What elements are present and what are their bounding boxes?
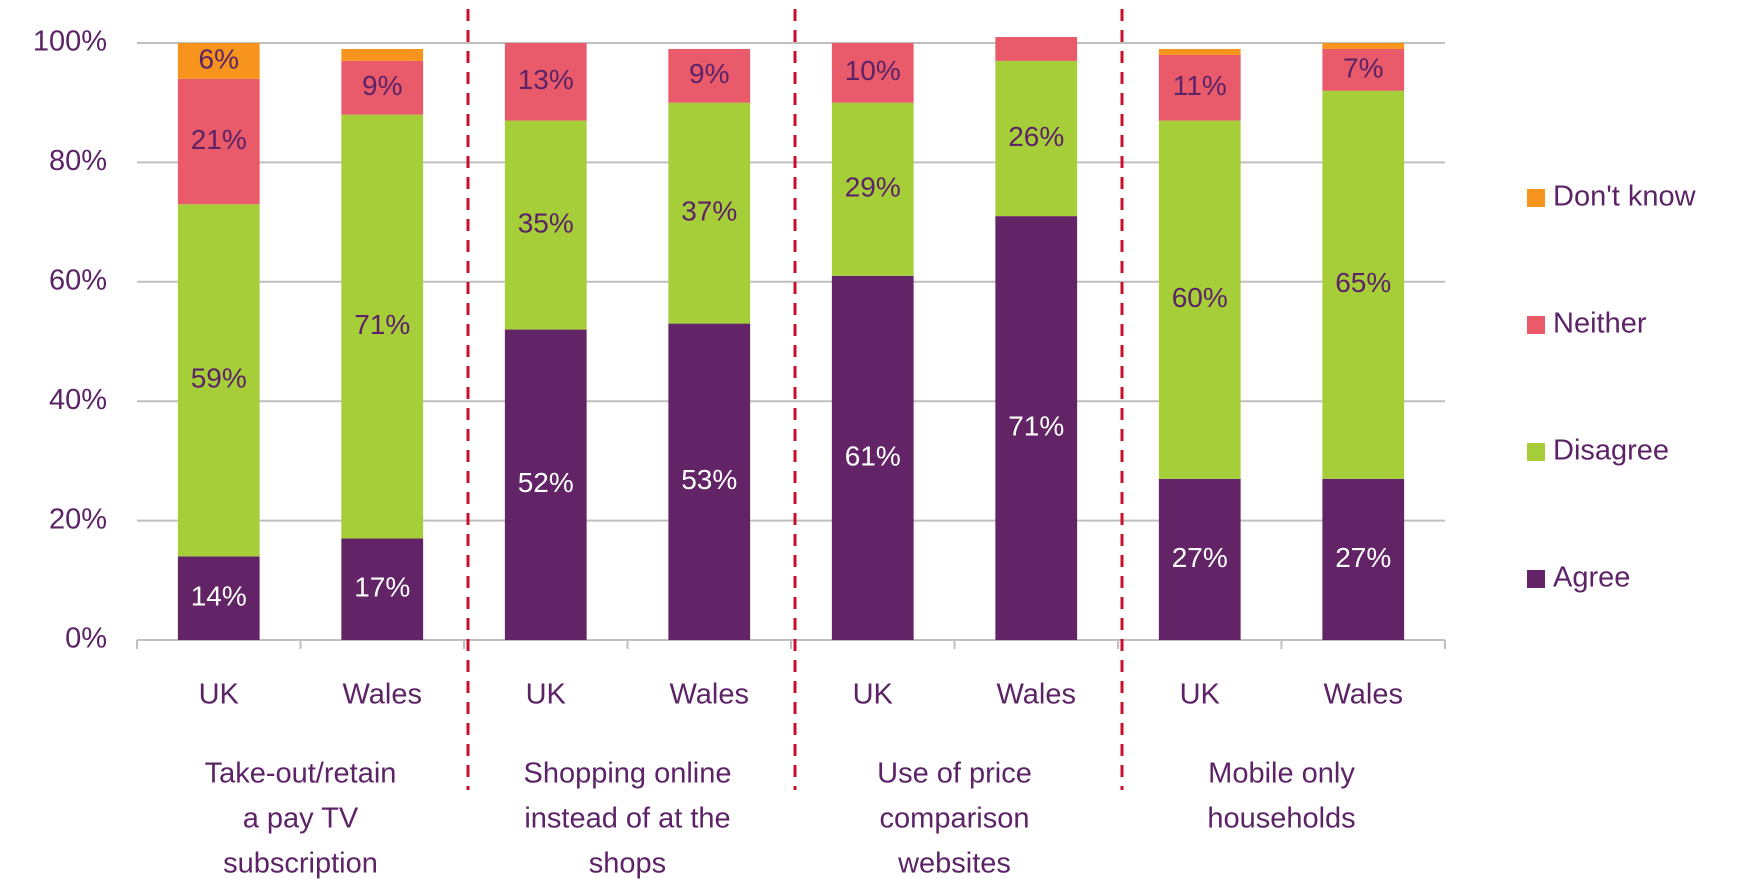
data-label: 27%	[1172, 542, 1228, 573]
x-tick-label: Wales	[343, 679, 423, 711]
legend-label: Neither	[1553, 308, 1647, 340]
group-label: Take-out/retain	[205, 758, 397, 790]
legend-label: Disagree	[1553, 435, 1669, 467]
data-label: 6%	[199, 43, 239, 74]
data-label: 53%	[681, 464, 737, 495]
group-label: comparison	[880, 803, 1030, 835]
x-tick-label: Wales	[1324, 679, 1404, 711]
bar-segment	[341, 48, 424, 61]
data-label: 21%	[191, 124, 247, 155]
data-label: 9%	[689, 58, 729, 89]
bar-segment	[177, 43, 260, 79]
bar-segment	[1322, 48, 1405, 91]
bar-segment	[1158, 48, 1241, 55]
data-label: 11%	[1173, 70, 1227, 101]
bar-segment	[504, 329, 587, 640]
legend-label: Don't know	[1553, 181, 1697, 213]
data-label: 13%	[518, 64, 574, 95]
x-tick-label: Wales	[670, 679, 750, 711]
bar-segment	[831, 275, 914, 640]
group-label: Use of price	[877, 758, 1032, 790]
x-tick-label: UK	[853, 679, 894, 711]
bar-segment	[831, 102, 914, 276]
y-tick-label: 80%	[49, 145, 107, 177]
bar-segment	[177, 204, 260, 557]
group-label: a pay TV	[243, 803, 359, 835]
y-tick-label: 100%	[33, 26, 107, 58]
x-tick-label: UK	[1180, 679, 1221, 711]
bar-segment	[995, 216, 1078, 640]
data-label: 61%	[845, 440, 901, 471]
x-tick-label: Wales	[997, 679, 1077, 711]
bar-segment	[668, 102, 751, 324]
data-label: 27%	[1335, 542, 1391, 573]
legend-label: Agree	[1553, 562, 1630, 594]
data-label: 26%	[1008, 121, 1064, 152]
bar-segment	[177, 556, 260, 640]
x-tick-label: UK	[199, 679, 240, 711]
bar-segment	[1158, 478, 1241, 640]
group-label: subscription	[223, 848, 378, 879]
bar-segment	[504, 120, 587, 330]
group-label: households	[1207, 803, 1355, 835]
bar-segment	[831, 43, 914, 103]
bar-segment	[668, 48, 751, 103]
y-tick-label: 60%	[49, 264, 107, 296]
bar-segment	[995, 60, 1078, 217]
data-label: 35%	[518, 207, 574, 238]
y-tick-label: 0%	[65, 623, 107, 655]
bar-segment	[1158, 120, 1241, 479]
bar-segment	[341, 60, 424, 115]
data-label: 29%	[845, 172, 901, 203]
data-label: 7%	[1343, 52, 1383, 83]
bar-segment	[504, 43, 587, 121]
legend-swatch	[1527, 570, 1545, 588]
bar-segment	[177, 78, 260, 205]
data-label: 52%	[518, 467, 574, 498]
legend-swatch	[1527, 443, 1545, 461]
y-tick-label: 20%	[49, 503, 107, 535]
bar-segment	[341, 114, 424, 539]
data-label: 9%	[362, 70, 402, 101]
y-tick-label: 40%	[49, 384, 107, 416]
data-label: 71%	[1008, 410, 1064, 441]
data-label: 10%	[845, 55, 901, 86]
bar-segment	[1322, 90, 1405, 479]
bar-segment	[341, 538, 424, 640]
group-label: websites	[897, 848, 1011, 879]
data-label: 71%	[354, 309, 410, 340]
data-label: 17%	[354, 572, 410, 603]
data-label: 37%	[681, 196, 737, 227]
x-tick-label: UK	[526, 679, 567, 711]
group-label: Mobile only	[1208, 758, 1355, 790]
data-label: 65%	[1335, 267, 1391, 298]
data-label: 14%	[191, 581, 247, 612]
group-label: shops	[589, 848, 666, 879]
data-label: 60%	[1172, 282, 1228, 313]
bar-segment	[1322, 43, 1405, 49]
legend-swatch	[1527, 316, 1545, 334]
data-label: 59%	[191, 363, 247, 394]
bar-segment	[1322, 478, 1405, 640]
bar-segment	[668, 323, 751, 640]
bar-segment	[995, 37, 1078, 61]
group-label: instead of at the	[524, 803, 730, 835]
bar-segment	[1158, 54, 1241, 121]
legend-swatch	[1527, 189, 1545, 207]
group-label: Shopping online	[523, 758, 731, 790]
